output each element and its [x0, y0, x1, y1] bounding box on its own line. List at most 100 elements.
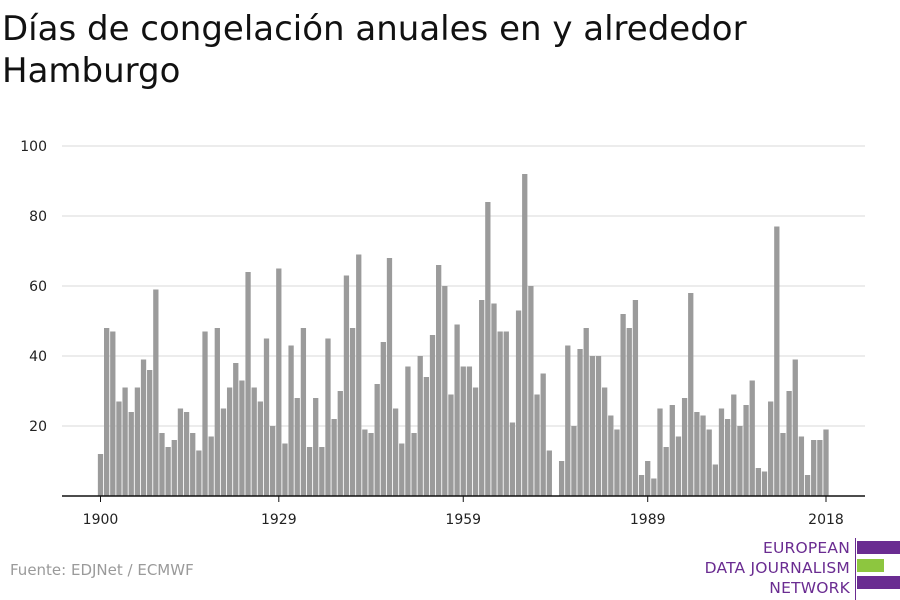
bar-1954 — [429, 335, 436, 496]
bar-1905 — [128, 412, 134, 496]
bar-2017 — [817, 440, 823, 496]
bar-2006 — [749, 380, 755, 496]
bar-1910 — [159, 433, 165, 496]
bar-2012 — [786, 391, 792, 496]
bar-1911 — [165, 447, 171, 496]
bar-1947 — [386, 258, 393, 496]
bar-1983 — [608, 415, 614, 496]
bar-1936 — [319, 447, 325, 496]
logo-line-1: EUROPEAN — [762, 539, 850, 557]
bar-1988 — [638, 475, 645, 496]
x-tick-label: 1929 — [261, 512, 297, 528]
bar-1939 — [337, 391, 343, 496]
bar-1959 — [460, 366, 466, 496]
bar-1944 — [368, 433, 374, 496]
bar-1951 — [411, 433, 417, 496]
bar-2009 — [768, 401, 774, 496]
logo-bar-top — [857, 541, 900, 554]
bar-2007 — [755, 468, 762, 496]
logo-separator — [855, 538, 856, 600]
bar-1934 — [306, 447, 313, 496]
bar-1980 — [589, 356, 596, 496]
y-tick-label: 40 — [29, 349, 47, 365]
bar-2005 — [743, 405, 749, 496]
bars — [97, 174, 829, 496]
bar-1971 — [534, 394, 540, 496]
bar-1964 — [491, 303, 497, 496]
bar-1989 — [645, 461, 651, 496]
y-axis-ticks: 20 40 60 80 100 — [20, 139, 47, 435]
bar-1973 — [546, 450, 552, 496]
bar-1919 — [214, 328, 220, 496]
bar-1921 — [226, 387, 233, 496]
bar-1948 — [392, 408, 399, 496]
bar-1912 — [171, 440, 177, 496]
bar-1965 — [497, 331, 503, 496]
bar-1946 — [380, 342, 386, 496]
bar-1901 — [104, 328, 110, 496]
bar-1990 — [651, 478, 657, 496]
bar-1994 — [675, 436, 682, 496]
bar-2018 — [823, 429, 829, 496]
bar-1978 — [577, 349, 583, 496]
bar-1913 — [177, 408, 184, 496]
bar-2010 — [774, 226, 780, 496]
y-tick-label: 100 — [20, 139, 47, 155]
bar-1981 — [595, 356, 602, 496]
bar-2003 — [731, 394, 737, 496]
bar-1967 — [509, 422, 516, 496]
bar-1992 — [663, 447, 669, 496]
bar-1928 — [270, 426, 276, 496]
bar-1972 — [540, 373, 546, 496]
bar-1991 — [657, 408, 663, 496]
bar-1970 — [528, 286, 534, 496]
bar-2001 — [718, 408, 725, 496]
edjnet-logo: EUROPEAN DATA JOURNALISM NETWORK — [705, 538, 900, 600]
bar-1961 — [472, 387, 479, 496]
bar-1926 — [257, 401, 263, 496]
bar-1977 — [571, 426, 577, 496]
logo-line-3: NETWORK — [769, 579, 850, 597]
bar-1932 — [294, 398, 300, 496]
bar-1998 — [700, 415, 706, 496]
bar-1979 — [583, 328, 589, 496]
bar-1984 — [614, 429, 620, 496]
bar-1950 — [405, 366, 411, 496]
bar-1904 — [122, 387, 128, 496]
bar-1956 — [442, 286, 448, 496]
bar-1993 — [669, 405, 675, 496]
bar-1924 — [245, 272, 251, 496]
bar-1958 — [454, 324, 460, 496]
x-tick-label: 1900 — [83, 512, 119, 528]
bar-1976 — [565, 345, 571, 496]
bar-1923 — [239, 380, 245, 496]
bar-1940 — [343, 275, 350, 496]
bar-1997 — [694, 412, 700, 496]
chart-title: Días de congelación anuales en y alreded… — [2, 9, 747, 91]
bar-1960 — [466, 366, 473, 496]
logo-bar-middle — [857, 559, 884, 572]
bar-1949 — [399, 443, 405, 496]
bar-1985 — [620, 314, 626, 496]
y-tick-label: 20 — [29, 419, 47, 435]
bar-1920 — [220, 408, 227, 496]
bar-2015 — [804, 475, 811, 496]
bar-1968 — [515, 310, 522, 496]
bar-2013 — [792, 359, 798, 496]
bar-1916 — [196, 450, 202, 496]
bar-2004 — [737, 426, 743, 496]
bar-1906 — [134, 387, 141, 496]
y-tick-label: 60 — [29, 279, 47, 295]
bar-1915 — [190, 433, 196, 496]
bar-1982 — [602, 387, 608, 496]
bar-2000 — [712, 464, 718, 496]
bar-1925 — [251, 387, 257, 496]
bar-1966 — [503, 331, 509, 496]
bar-1999 — [706, 429, 712, 496]
bar-1937 — [325, 338, 331, 496]
bar-1953 — [423, 377, 430, 496]
x-axis-ticks: 1900 1929 1959 1989 2018 — [83, 496, 844, 528]
bar-1900 — [97, 454, 104, 496]
bar-1914 — [183, 412, 190, 496]
